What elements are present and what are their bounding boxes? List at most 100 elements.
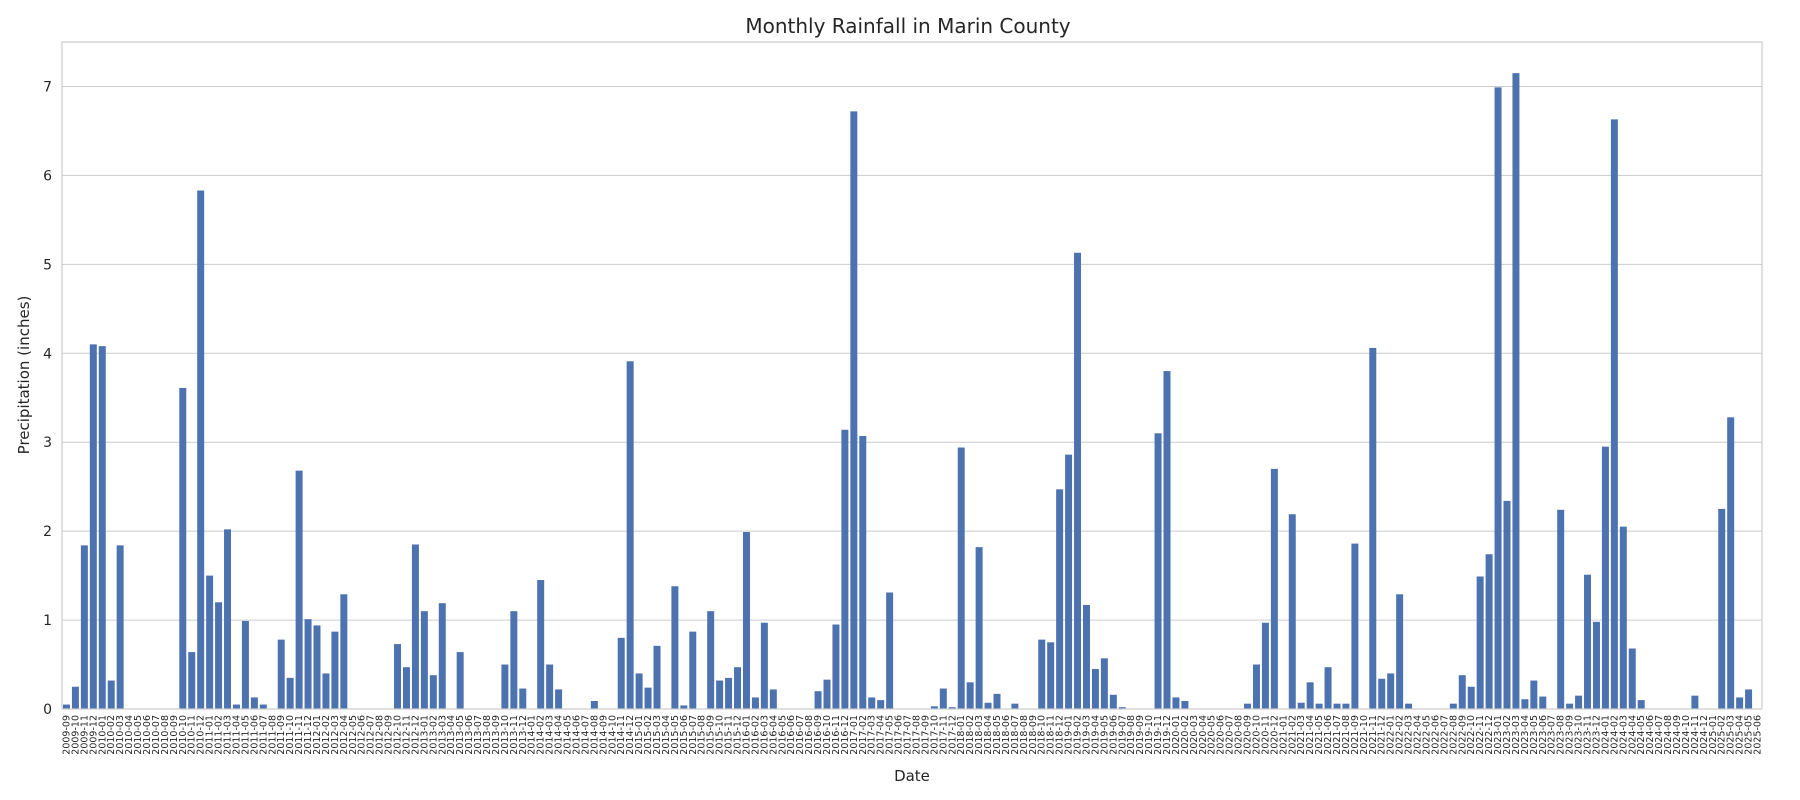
x-tick-label: 2021-10 [1359, 715, 1370, 755]
x-tick-label: 2017-04 [876, 715, 887, 755]
bar-2012-10 [394, 644, 402, 709]
x-tick-label: 2010-02 [106, 715, 117, 755]
x-tick-label: 2022-09 [1457, 715, 1468, 755]
x-tick-label: 2015-01 [634, 715, 645, 755]
x-tick-label: 2018-10 [1037, 715, 1048, 755]
bar-2020-12 [1270, 468, 1278, 709]
bar-2019-06 [1109, 694, 1117, 709]
bar-2011-04 [232, 704, 240, 709]
bar-2018-02 [966, 682, 974, 709]
x-tick-label: 2012-08 [375, 715, 386, 755]
x-tick-label: 2016-04 [768, 715, 779, 755]
bar-2023-02 [1503, 500, 1511, 709]
bar-2015-09 [707, 611, 715, 709]
bar-2012-01 [313, 625, 321, 709]
bar-2018-12 [1056, 489, 1064, 709]
y-axis-ticks: 0 1 2 3 4 5 6 7 [43, 79, 52, 718]
bar-2014-04 [555, 689, 563, 709]
x-tick-label: 2025-03 [1726, 715, 1737, 755]
x-tick-label: 2012-11 [401, 715, 412, 755]
x-tick-label: 2012-02 [321, 715, 332, 755]
x-tick-label: 2018-11 [1046, 715, 1057, 755]
x-tick-label: 2018-05 [992, 715, 1003, 755]
x-tick-label: 2013-11 [509, 715, 520, 755]
x-tick-label: 2016-01 [741, 715, 752, 755]
x-tick-label: 2017-10 [929, 715, 940, 755]
bar-2025-02 [1718, 508, 1726, 709]
bar-2017-05 [886, 592, 894, 709]
bar-2023-06 [1539, 696, 1547, 709]
bar-2022-12 [1485, 554, 1493, 709]
x-tick-label: 2021-08 [1341, 715, 1352, 755]
bar-2023-09 [1566, 703, 1574, 709]
x-tick-label: 2022-11 [1475, 715, 1486, 755]
x-tick-label: 2017-03 [867, 715, 878, 755]
bar-2024-01 [1601, 446, 1609, 709]
x-tick-label: 2019-11 [1153, 715, 1164, 755]
x-tick-label: 2017-12 [947, 715, 958, 755]
x-tick-label: 2021-09 [1350, 715, 1361, 755]
bar-2012-12 [411, 544, 419, 709]
x-tick-label: 2013-06 [464, 715, 475, 755]
x-tick-label: 2012-05 [348, 715, 359, 755]
bar-2019-11 [1154, 433, 1162, 709]
x-tick-label: 2012-01 [312, 715, 323, 755]
x-tick-label: 2016-06 [786, 715, 797, 755]
x-tick-label: 2019-05 [1099, 715, 1110, 755]
x-tick-label: 2022-01 [1386, 715, 1397, 755]
bar-2012-03 [331, 631, 339, 709]
x-tick-label: 2015-11 [724, 715, 735, 755]
x-tick-label: 2012-06 [357, 715, 368, 755]
bar-2023-05 [1530, 680, 1538, 709]
x-tick-label: 2019-07 [1117, 715, 1128, 755]
x-tick-label: 2011-04 [231, 715, 242, 755]
x-tick-label: 2021-07 [1332, 715, 1343, 755]
y-tick-label: 2 [43, 524, 52, 540]
bar-2012-11 [402, 667, 410, 709]
y-tick-label: 5 [43, 257, 52, 273]
bar-2010-10 [179, 387, 187, 709]
x-tick-label: 2015-05 [670, 715, 681, 755]
bar-2021-05 [1315, 703, 1323, 709]
x-tick-label: 2020-05 [1207, 715, 1218, 755]
x-tick-label: 2019-09 [1135, 715, 1146, 755]
plot-frame [61, 41, 1763, 710]
x-tick-label: 2025-04 [1735, 715, 1746, 755]
x-tick-label: 2012-12 [410, 715, 421, 755]
x-tick-label: 2015-02 [643, 715, 654, 755]
bar-2011-03 [224, 529, 232, 709]
x-tick-label: 2013-04 [446, 715, 457, 755]
bar-2021-02 [1288, 514, 1296, 709]
x-tick-label: 2017-07 [903, 715, 914, 755]
y-tick-label: 3 [43, 435, 52, 451]
bar-2014-11 [617, 637, 625, 709]
x-tick-label: 2021-03 [1296, 715, 1307, 755]
x-tick-label: 2018-02 [965, 715, 976, 755]
x-tick-label: 2012-04 [339, 715, 350, 755]
x-axis-ticks: 2009-092009-102009-112009-122010-012010-… [61, 715, 1763, 755]
x-tick-label: 2019-12 [1162, 715, 1173, 755]
bar-2023-10 [1575, 695, 1583, 709]
x-tick-label: 2013-07 [473, 715, 484, 755]
bar-2018-07 [1011, 703, 1019, 709]
x-tick-label: 2016-08 [804, 715, 815, 755]
x-tick-label: 2017-08 [911, 715, 922, 755]
bar-2017-04 [877, 700, 885, 709]
x-tick-label: 2014-05 [563, 715, 574, 755]
x-tick-label: 2015-06 [679, 715, 690, 755]
bar-2024-03 [1619, 526, 1627, 709]
bar-2017-03 [868, 697, 876, 709]
bar-2021-06 [1324, 667, 1332, 709]
x-tick-label: 2011-06 [249, 715, 260, 755]
bar-2020-11 [1261, 622, 1269, 709]
x-tick-label: 2014-03 [545, 715, 556, 755]
x-tick-label: 2022-02 [1395, 715, 1406, 755]
bar-2010-12 [197, 190, 205, 709]
x-tick-label: 2021-11 [1368, 715, 1379, 755]
bar-2023-12 [1592, 621, 1600, 709]
x-tick-label: 2014-07 [580, 715, 591, 755]
x-tick-label: 2013-12 [518, 715, 529, 755]
x-tick-label: 2024-11 [1690, 715, 1701, 755]
x-tick-label: 2020-01 [1171, 715, 1182, 755]
bar-2020-10 [1252, 664, 1260, 709]
